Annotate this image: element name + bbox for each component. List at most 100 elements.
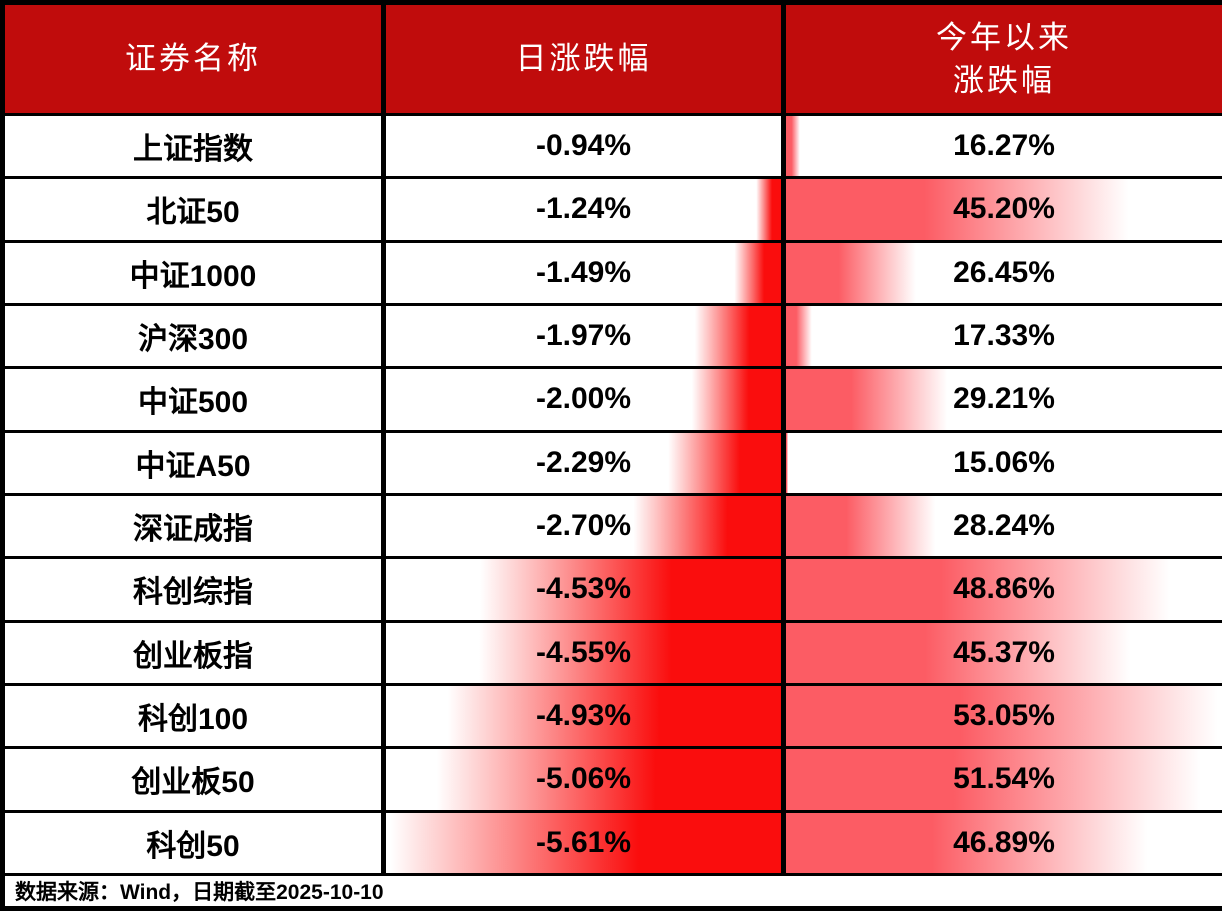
index-name: 上证指数 xyxy=(0,112,386,180)
daily-change-value: -4.53% xyxy=(535,572,632,606)
daily-change-value: -5.61% xyxy=(535,825,632,859)
ytd-change-value: 46.89% xyxy=(953,825,1055,859)
daily-change-databar xyxy=(755,180,779,239)
daily-change-cell: -2.00% xyxy=(381,366,786,433)
table-row: 创业板指 -4.55% 45.37% xyxy=(0,619,1222,686)
daily-change-databar xyxy=(691,370,779,429)
ytd-change-cell: 45.37% xyxy=(781,619,1222,686)
index-name: 北证50 xyxy=(0,176,386,243)
ytd-change-cell: 48.86% xyxy=(781,556,1222,623)
table-row: 科创综指 -4.53% 48.86% xyxy=(0,556,1222,623)
daily-change-value: -2.29% xyxy=(535,445,632,479)
ytd-change-cell: 45.20% xyxy=(781,176,1222,243)
daily-change-databar xyxy=(475,624,779,682)
daily-change-cell: -4.55% xyxy=(381,619,786,686)
ytd-change-value: 53.05% xyxy=(953,699,1055,733)
ytd-change-cell: 29.21% xyxy=(781,366,1222,433)
daily-change-cell: -1.49% xyxy=(381,239,786,306)
daily-change-cell: -5.06% xyxy=(381,746,786,813)
ytd-change-cell: 16.27% xyxy=(781,112,1222,180)
table-row: 中证1000 -1.49% 26.45% xyxy=(0,239,1222,306)
daily-change-value: -1.97% xyxy=(535,319,632,353)
ytd-change-databar xyxy=(786,433,788,493)
index-name: 中证1000 xyxy=(0,239,386,306)
ytd-change-databar xyxy=(788,370,949,429)
table-row: 创业板50 -5.06% 51.54% xyxy=(0,746,1222,813)
ytd-change-cell: 15.06% xyxy=(781,429,1222,496)
index-name: 创业板指 xyxy=(0,619,386,686)
ytd-change-value: 28.24% xyxy=(953,509,1055,543)
ytd-change-value: 51.54% xyxy=(953,762,1055,796)
ytd-change-databar xyxy=(788,814,1152,872)
footer-row: 数据来源：Wind，日期截至2025-10-10 xyxy=(0,873,1222,910)
daily-change-cell: -2.29% xyxy=(381,429,786,496)
index-name: 中证500 xyxy=(0,366,386,433)
daily-change-databar xyxy=(693,307,779,365)
daily-change-value: -1.24% xyxy=(535,192,632,226)
ytd-change-databar xyxy=(788,307,813,365)
ytd-change-cell: 51.54% xyxy=(781,746,1222,813)
col-header-ytd-change: 今年以来 涨跌幅 xyxy=(781,1,1222,116)
table-row: 中证A50 -2.29% 15.06% xyxy=(0,429,1222,496)
index-name: 科创综指 xyxy=(0,556,386,623)
ytd-change-databar xyxy=(788,560,1175,619)
daily-change-value: -2.00% xyxy=(535,382,632,416)
daily-change-databar xyxy=(477,560,779,619)
ytd-change-value: 45.20% xyxy=(953,192,1055,226)
ytd-change-databar xyxy=(788,750,1205,809)
table-row: 科创50 -5.61% 46.89% xyxy=(0,809,1222,877)
daily-change-value: -1.49% xyxy=(535,255,632,289)
ytd-change-cell: 26.45% xyxy=(781,239,1222,306)
daily-change-cell: -4.53% xyxy=(381,556,786,623)
ytd-change-databar xyxy=(788,180,1132,239)
index-name: 深证成指 xyxy=(0,492,386,560)
ytd-change-databar xyxy=(788,497,938,555)
ytd-change-databar xyxy=(788,117,800,175)
table-row: 科创100 -4.93% 53.05% xyxy=(0,682,1222,750)
daily-change-cell: -1.97% xyxy=(381,302,786,370)
ytd-change-databar xyxy=(788,624,1134,682)
ytd-change-cell: 17.33% xyxy=(781,302,1222,370)
table-row: 沪深300 -1.97% 17.33% xyxy=(0,302,1222,370)
daily-change-databar xyxy=(632,497,779,555)
daily-change-databar xyxy=(388,814,779,872)
ytd-change-value: 15.06% xyxy=(953,445,1055,479)
ytd-change-value: 45.37% xyxy=(953,635,1055,669)
daily-change-cell: -5.61% xyxy=(381,809,786,877)
table-row: 中证500 -2.00% 29.21% xyxy=(0,366,1222,433)
daily-change-cell: -4.93% xyxy=(381,682,786,750)
data-source-note: 数据来源：Wind，日期截至2025-10-10 xyxy=(0,873,1222,910)
index-name: 科创100 xyxy=(0,682,386,750)
ytd-change-value: 17.33% xyxy=(953,319,1055,353)
col-header-security-name: 证券名称 xyxy=(0,1,386,116)
table-row: 深证成指 -2.70% 28.24% xyxy=(0,492,1222,560)
header-row: 证券名称 日涨跌幅 今年以来 涨跌幅 xyxy=(0,1,1222,116)
daily-change-cell: -2.70% xyxy=(381,492,786,560)
col-header-daily-change: 日涨跌幅 xyxy=(381,1,786,116)
daily-change-value: -0.94% xyxy=(535,129,632,163)
ytd-change-value: 29.21% xyxy=(953,382,1055,416)
index-name: 创业板50 xyxy=(0,746,386,813)
ytd-change-databar xyxy=(788,244,917,302)
ytd-change-cell: 53.05% xyxy=(781,682,1222,750)
daily-change-databar xyxy=(432,750,779,809)
daily-change-cell: -0.94% xyxy=(381,112,786,180)
daily-change-value: -5.06% xyxy=(535,762,632,796)
table-row: 北证50 -1.24% 45.20% xyxy=(0,176,1222,243)
daily-change-value: -4.55% xyxy=(535,635,632,669)
daily-change-value: -2.70% xyxy=(535,509,632,543)
daily-change-databar xyxy=(443,687,779,745)
index-name: 科创50 xyxy=(0,809,386,877)
ytd-change-value: 26.45% xyxy=(953,255,1055,289)
ytd-change-value: 48.86% xyxy=(953,572,1055,606)
index-name: 中证A50 xyxy=(0,429,386,496)
daily-change-cell: -1.24% xyxy=(381,176,786,243)
daily-change-value: -4.93% xyxy=(535,699,632,733)
daily-change-databar xyxy=(734,244,779,302)
ytd-change-cell: 28.24% xyxy=(781,492,1222,560)
ytd-change-cell: 46.89% xyxy=(781,809,1222,877)
index-name: 沪深300 xyxy=(0,302,386,370)
daily-change-databar xyxy=(666,434,779,492)
ytd-change-value: 16.27% xyxy=(953,129,1055,163)
